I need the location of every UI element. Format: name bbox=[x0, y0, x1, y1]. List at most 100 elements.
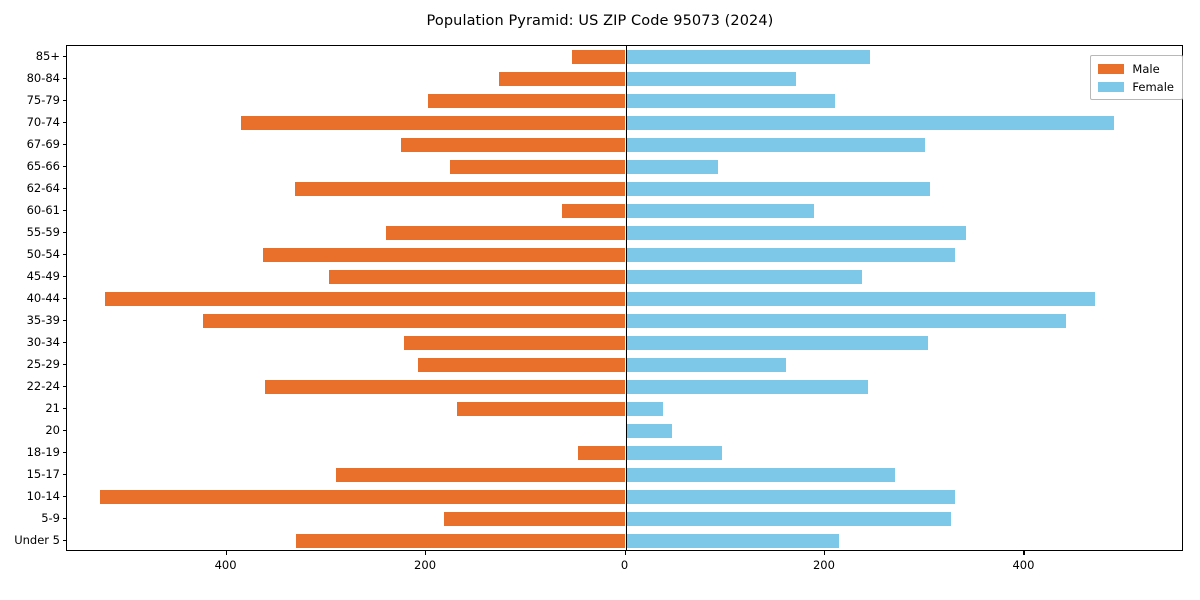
bar-male[interactable] bbox=[571, 49, 626, 65]
bar-female[interactable] bbox=[625, 71, 797, 87]
bar-male[interactable] bbox=[428, 93, 626, 109]
bar-female[interactable] bbox=[625, 115, 1115, 131]
y-axis-tick-label: 65-66 bbox=[26, 159, 60, 173]
y-axis-tick-label: 30-34 bbox=[26, 335, 60, 349]
legend-label-female: Female bbox=[1132, 79, 1174, 94]
bar-male[interactable] bbox=[329, 269, 626, 285]
bar-female[interactable] bbox=[625, 49, 870, 65]
bar-male[interactable] bbox=[336, 467, 626, 483]
bar-row bbox=[67, 225, 1182, 241]
bar-row bbox=[67, 49, 1182, 65]
bar-row bbox=[67, 313, 1182, 329]
y-axis-tick-label: 60-61 bbox=[26, 203, 60, 217]
bar-female[interactable] bbox=[625, 313, 1067, 329]
y-axis-tick-mark bbox=[62, 342, 66, 344]
bar-female[interactable] bbox=[625, 379, 868, 395]
y-axis-tick-label: 45-49 bbox=[26, 269, 60, 283]
bar-row bbox=[67, 247, 1182, 263]
bar-male[interactable] bbox=[99, 489, 626, 505]
bar-female[interactable] bbox=[625, 489, 955, 505]
bar-female[interactable] bbox=[625, 357, 787, 373]
bar-male[interactable] bbox=[418, 357, 626, 373]
legend-item-male[interactable]: Male bbox=[1098, 61, 1174, 76]
y-axis-tick-label: 20 bbox=[45, 423, 60, 437]
bar-row bbox=[67, 533, 1182, 549]
bar-female[interactable] bbox=[625, 511, 951, 527]
y-axis-tick-label: 35-39 bbox=[26, 313, 60, 327]
bar-female[interactable] bbox=[625, 137, 925, 153]
legend-label-male: Male bbox=[1132, 61, 1160, 76]
bar-male[interactable] bbox=[456, 401, 626, 417]
bar-row bbox=[67, 423, 1182, 439]
bar-row bbox=[67, 357, 1182, 373]
y-axis-tick-mark bbox=[62, 386, 66, 388]
bar-female[interactable] bbox=[625, 181, 930, 197]
bar-male[interactable] bbox=[296, 533, 626, 549]
y-axis-tick-label: 15-17 bbox=[26, 467, 60, 481]
bar-row bbox=[67, 467, 1182, 483]
bar-female[interactable] bbox=[625, 445, 723, 461]
y-axis-ticks bbox=[62, 45, 67, 551]
y-axis-tick-label: 18-19 bbox=[26, 445, 60, 459]
y-axis-tick-mark bbox=[62, 452, 66, 454]
bar-female[interactable] bbox=[625, 203, 814, 219]
y-axis-tick-mark bbox=[62, 474, 66, 476]
y-axis-tick-mark bbox=[62, 188, 66, 190]
bar-row bbox=[67, 93, 1182, 109]
bar-male[interactable] bbox=[404, 335, 626, 351]
legend-swatch-female bbox=[1098, 81, 1125, 92]
y-axis-tick-mark bbox=[62, 298, 66, 300]
y-axis-labels: 85+ 80-84 75-79 70-74 67-69 65-66 62-64 60-61 55… bbox=[0, 45, 60, 551]
x-axis-tick-label: 400 bbox=[1012, 558, 1035, 572]
y-axis-tick-mark bbox=[62, 320, 66, 322]
x-axis-tick-label: 200 bbox=[414, 558, 437, 572]
bar-row bbox=[67, 489, 1182, 505]
bar-male[interactable] bbox=[263, 247, 626, 263]
y-axis-tick-mark bbox=[62, 276, 66, 278]
bar-row bbox=[67, 291, 1182, 307]
y-axis-tick-mark bbox=[62, 232, 66, 234]
bar-female[interactable] bbox=[625, 423, 673, 439]
y-axis-tick-mark bbox=[62, 100, 66, 102]
legend-item-female[interactable]: Female bbox=[1098, 79, 1174, 94]
bar-female[interactable] bbox=[625, 159, 719, 175]
bar-male[interactable] bbox=[443, 511, 626, 527]
y-axis-tick-mark bbox=[62, 166, 66, 168]
bar-male[interactable] bbox=[386, 225, 626, 241]
y-axis-tick-label: 62-64 bbox=[26, 181, 60, 195]
bar-male[interactable] bbox=[265, 379, 626, 395]
y-axis-tick-label: 75-79 bbox=[26, 93, 60, 107]
bar-female[interactable] bbox=[625, 401, 664, 417]
bar-female[interactable] bbox=[625, 225, 966, 241]
bar-male[interactable] bbox=[498, 71, 626, 87]
bar-male[interactable] bbox=[401, 137, 626, 153]
bar-male[interactable] bbox=[295, 181, 626, 197]
y-axis-tick-label: 80-84 bbox=[26, 71, 60, 85]
plot-area bbox=[66, 45, 1183, 551]
y-axis-tick-mark bbox=[62, 122, 66, 124]
y-axis-tick-mark bbox=[62, 144, 66, 146]
bar-female[interactable] bbox=[625, 93, 835, 109]
y-axis-tick-mark bbox=[62, 518, 66, 520]
bar-female[interactable] bbox=[625, 247, 955, 263]
bar-female[interactable] bbox=[625, 269, 862, 285]
y-axis-tick-label: 21 bbox=[45, 401, 60, 415]
bar-male[interactable] bbox=[561, 203, 626, 219]
x-axis-ticks: 400 200 0 200 400 bbox=[66, 551, 1183, 581]
y-axis-tick-label: 5-9 bbox=[41, 511, 60, 525]
bar-row bbox=[67, 159, 1182, 175]
bar-row bbox=[67, 181, 1182, 197]
bar-female[interactable] bbox=[625, 533, 839, 549]
x-axis-tick-label: 200 bbox=[812, 558, 835, 572]
bar-female[interactable] bbox=[625, 291, 1096, 307]
zero-axis-line bbox=[625, 46, 627, 550]
bar-male[interactable] bbox=[240, 115, 626, 131]
bar-female[interactable] bbox=[625, 467, 895, 483]
bar-male[interactable] bbox=[202, 313, 626, 329]
y-axis-tick-label: 40-44 bbox=[26, 291, 60, 305]
x-axis-tick-mark bbox=[1023, 551, 1025, 555]
bar-male[interactable] bbox=[449, 159, 626, 175]
bar-male[interactable] bbox=[577, 445, 626, 461]
bar-male[interactable] bbox=[104, 291, 626, 307]
bar-female[interactable] bbox=[625, 335, 928, 351]
